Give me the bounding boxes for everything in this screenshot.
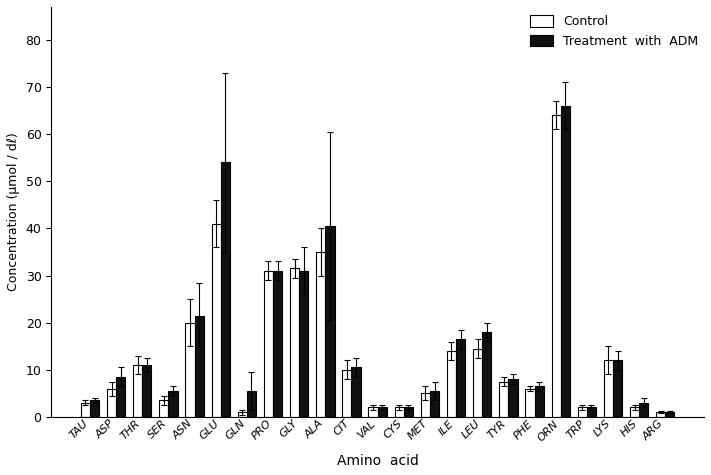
Bar (639, 403, 648, 417)
Bar (133, 365, 142, 417)
Bar (552, 115, 561, 417)
Bar (535, 386, 544, 417)
Bar (577, 408, 587, 417)
Bar (264, 271, 273, 417)
Y-axis label: Concentration (μmol / dℓ): Concentration (μmol / dℓ) (7, 133, 20, 291)
Bar (237, 412, 247, 417)
Bar (247, 391, 256, 417)
Bar (395, 408, 404, 417)
Bar (342, 370, 351, 417)
Bar (90, 400, 100, 417)
Bar (299, 271, 309, 417)
Bar (107, 389, 116, 417)
Bar (290, 268, 299, 417)
Bar (630, 408, 639, 417)
Bar (665, 412, 674, 417)
Bar (378, 408, 387, 417)
Bar (316, 252, 326, 417)
Bar (604, 361, 613, 417)
Bar (456, 339, 465, 417)
Bar (351, 368, 360, 417)
Bar (525, 389, 535, 417)
Bar (195, 315, 204, 417)
Bar (587, 408, 596, 417)
X-axis label: Amino  acid: Amino acid (337, 454, 419, 468)
Bar (656, 412, 665, 417)
Bar (430, 391, 439, 417)
Bar (142, 365, 151, 417)
Bar (561, 106, 570, 417)
Bar (116, 377, 125, 417)
Bar (159, 400, 169, 417)
Bar (186, 323, 195, 417)
Bar (499, 381, 508, 417)
Bar (613, 361, 622, 417)
Bar (482, 332, 491, 417)
Bar (221, 162, 230, 417)
Bar (273, 271, 282, 417)
Bar (508, 379, 518, 417)
Bar (368, 408, 378, 417)
Legend: Control, Treatment  with  ADM: Control, Treatment with ADM (524, 9, 705, 54)
Bar (447, 351, 456, 417)
Bar (473, 349, 482, 417)
Bar (81, 403, 90, 417)
Bar (212, 224, 221, 417)
Bar (169, 391, 178, 417)
Bar (326, 226, 334, 417)
Bar (404, 408, 413, 417)
Bar (421, 393, 430, 417)
